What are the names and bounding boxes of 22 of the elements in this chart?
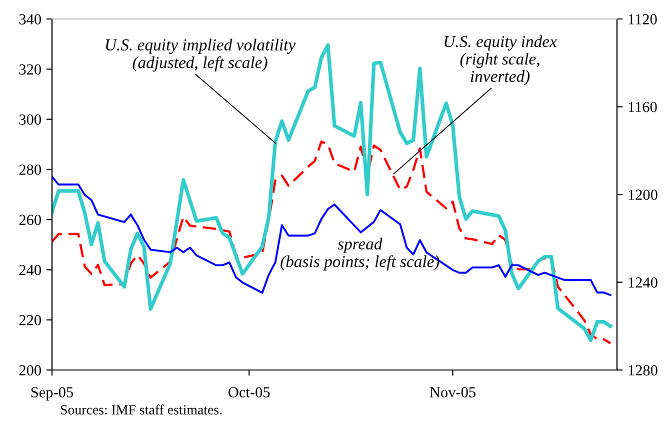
y-tick-label: 200 bbox=[19, 365, 41, 376]
x-tick-label: Oct-05 bbox=[228, 387, 270, 398]
line-series bbox=[52, 176, 612, 296]
source-note: Sources: IMF staff estimates. bbox=[60, 404, 222, 415]
y-tick-label: 240 bbox=[19, 264, 41, 276]
annotation: U.S. equity index (right scale, inverted) bbox=[444, 35, 557, 86]
y2-tick-label: 1160 bbox=[628, 102, 657, 112]
x-tick-label: Sep-05 bbox=[31, 387, 74, 401]
y-tick-label: 260 bbox=[19, 214, 41, 226]
y2-tick-label: 1280 bbox=[628, 365, 658, 376]
y-tick-label: 340 bbox=[19, 14, 41, 24]
y-tick-label: 220 bbox=[19, 315, 41, 326]
y-tick-label: 300 bbox=[19, 114, 41, 125]
line-series bbox=[52, 140, 612, 344]
annotation: spread (basis points; left scale) bbox=[280, 238, 440, 271]
x-tick-label: Nov-05 bbox=[430, 387, 476, 398]
y2-tick-label: 1120 bbox=[628, 14, 657, 24]
y2-tick-label: 1240 bbox=[628, 277, 658, 288]
y2-tick-label: 1200 bbox=[628, 190, 658, 200]
y-tick-label: 280 bbox=[19, 164, 41, 175]
y-tick-label: 320 bbox=[19, 64, 41, 75]
annotation: U.S. equity implied volatility (adjusted, left scale) bbox=[106, 38, 296, 72]
